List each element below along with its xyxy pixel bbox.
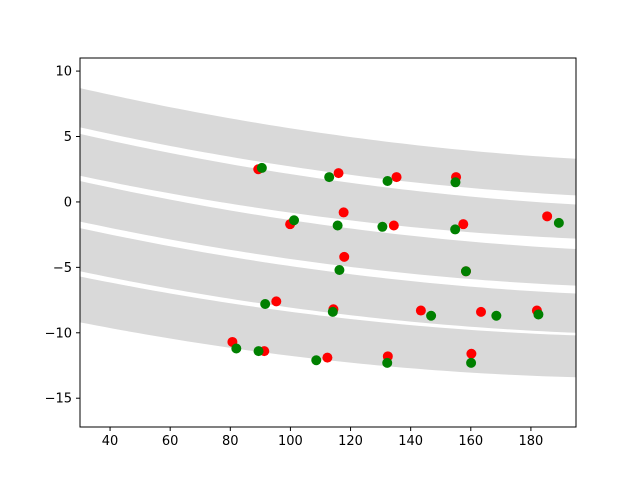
data-point-red [271, 296, 282, 307]
data-point-red [466, 348, 477, 359]
y-tick-label: −15 [45, 392, 72, 407]
data-point-green [450, 177, 461, 188]
data-point-red [322, 352, 333, 363]
x-tick-label: 140 [398, 434, 423, 449]
data-point-green [253, 346, 264, 357]
y-tick-label: 0 [64, 195, 72, 210]
y-tick-label: −10 [45, 326, 72, 341]
x-tick-label: 160 [458, 434, 483, 449]
band-5 [80, 276, 576, 378]
data-point-green [382, 176, 393, 186]
data-point-red [391, 172, 402, 183]
data-point-green [327, 306, 338, 317]
data-point-green [256, 162, 267, 173]
data-point-red [458, 219, 469, 230]
band-3 [80, 181, 576, 286]
data-point-green [377, 221, 388, 232]
band-4 [80, 228, 576, 333]
data-point-green [289, 215, 300, 226]
x-tick-label: 120 [338, 434, 363, 449]
x-tick-label: 180 [518, 434, 543, 449]
data-point-red [333, 168, 344, 179]
data-point-green [382, 357, 393, 368]
data-point-green [260, 299, 271, 309]
data-point-red [388, 220, 399, 231]
data-point-green [466, 357, 477, 368]
y-tick-label: 10 [55, 65, 72, 80]
data-point-green [491, 310, 502, 321]
data-point-green [231, 343, 242, 354]
x-tick-label: 60 [162, 434, 179, 449]
data-point-green [553, 217, 564, 228]
data-point-green [332, 220, 343, 231]
band-2 [80, 133, 576, 239]
data-point-green [426, 310, 437, 321]
data-point-red [542, 211, 553, 222]
data-point-red [338, 207, 349, 218]
x-tick-label: 40 [102, 434, 119, 449]
data-point-green [450, 224, 461, 235]
x-tick-label: 100 [278, 434, 303, 449]
axes-frame [79, 57, 577, 428]
y-tick-label: −5 [53, 261, 72, 276]
points-layer [227, 162, 564, 368]
data-point-green [311, 355, 322, 366]
data-point-red [415, 305, 426, 316]
bands-layer [80, 88, 576, 378]
data-point-green [334, 264, 345, 275]
data-point-green [533, 309, 544, 320]
band-1 [80, 88, 576, 196]
y-axis: 10 5 0 −5 −10 −15 [45, 65, 80, 407]
data-point-green [460, 266, 471, 277]
data-point-red [476, 306, 487, 317]
x-tick-label: 80 [222, 434, 239, 449]
data-point-green [324, 172, 335, 183]
y-tick-label: 5 [64, 130, 72, 145]
data-point-red [339, 251, 350, 262]
x-axis: 40 60 80 100 120 140 160 180 [102, 427, 543, 449]
